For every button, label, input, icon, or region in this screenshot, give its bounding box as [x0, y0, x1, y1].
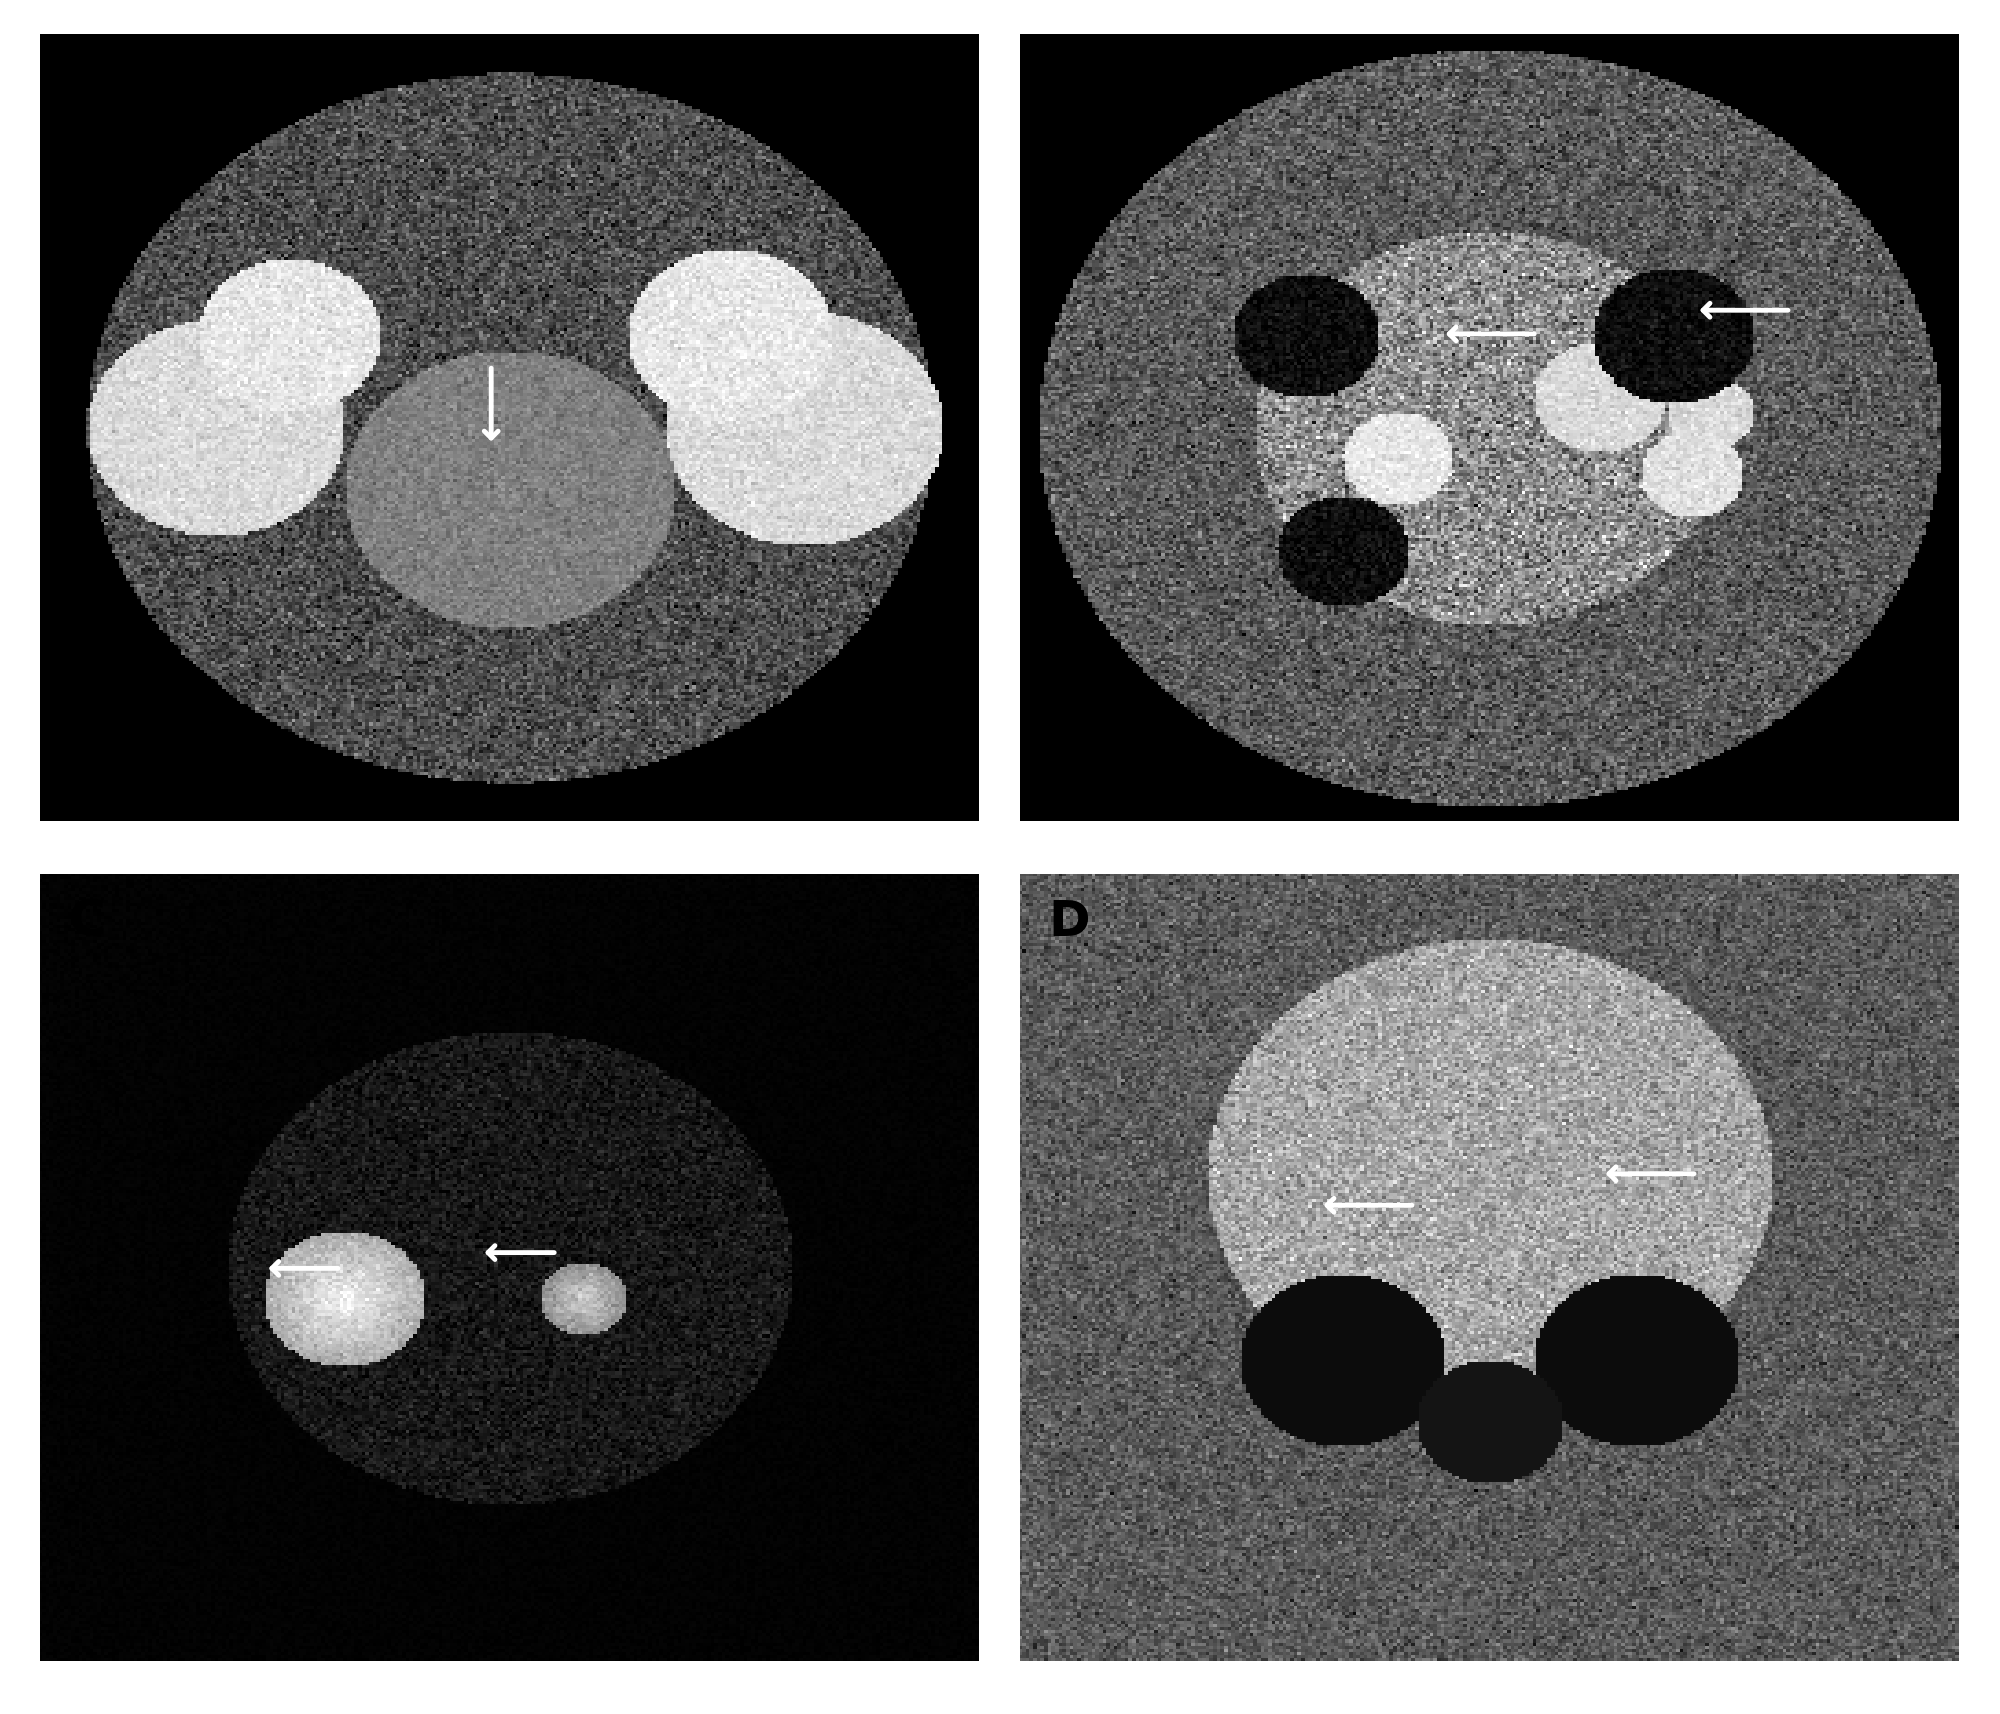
Text: D: D	[1048, 898, 1090, 946]
Text: B: B	[1048, 58, 1086, 106]
Text: A: A	[68, 58, 106, 106]
Text: C: C	[68, 898, 104, 946]
